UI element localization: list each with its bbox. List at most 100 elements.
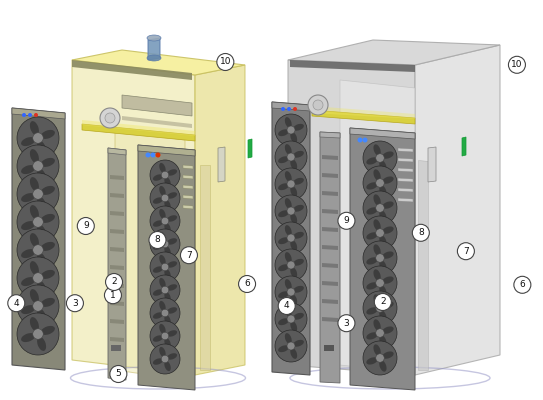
- Circle shape: [161, 171, 169, 179]
- Polygon shape: [200, 165, 210, 370]
- Ellipse shape: [153, 289, 163, 296]
- Ellipse shape: [153, 312, 163, 319]
- Ellipse shape: [285, 279, 292, 290]
- Ellipse shape: [367, 157, 378, 164]
- Polygon shape: [322, 227, 338, 232]
- Ellipse shape: [41, 270, 55, 279]
- Circle shape: [376, 204, 384, 212]
- Text: 10: 10: [219, 58, 231, 66]
- Circle shape: [33, 217, 43, 227]
- Circle shape: [287, 315, 295, 323]
- Ellipse shape: [165, 338, 171, 348]
- Ellipse shape: [293, 232, 304, 239]
- Circle shape: [275, 276, 307, 308]
- Circle shape: [149, 232, 166, 248]
- Ellipse shape: [147, 55, 161, 61]
- Ellipse shape: [367, 282, 378, 290]
- Circle shape: [363, 216, 397, 250]
- Polygon shape: [110, 319, 124, 324]
- Ellipse shape: [159, 301, 166, 311]
- Circle shape: [104, 287, 122, 304]
- Ellipse shape: [37, 309, 46, 323]
- Ellipse shape: [374, 194, 381, 206]
- Circle shape: [17, 313, 59, 355]
- Text: 5: 5: [116, 370, 121, 378]
- Ellipse shape: [30, 289, 39, 303]
- Circle shape: [363, 341, 397, 375]
- Polygon shape: [138, 145, 195, 390]
- Ellipse shape: [293, 286, 304, 293]
- Ellipse shape: [285, 333, 292, 344]
- Polygon shape: [272, 102, 310, 111]
- Circle shape: [17, 117, 59, 159]
- Polygon shape: [110, 175, 124, 180]
- Circle shape: [281, 107, 285, 111]
- Circle shape: [275, 330, 307, 362]
- Ellipse shape: [374, 319, 381, 331]
- Ellipse shape: [21, 333, 35, 342]
- Circle shape: [275, 141, 307, 173]
- Polygon shape: [398, 188, 413, 192]
- Ellipse shape: [21, 221, 35, 230]
- Ellipse shape: [379, 335, 387, 347]
- Ellipse shape: [278, 291, 289, 298]
- Ellipse shape: [285, 171, 292, 182]
- Ellipse shape: [167, 284, 177, 291]
- Ellipse shape: [278, 345, 289, 352]
- Polygon shape: [398, 148, 413, 152]
- Text: 10: 10: [511, 60, 523, 69]
- Text: 3: 3: [344, 319, 349, 328]
- Ellipse shape: [153, 243, 163, 250]
- Bar: [111, 345, 121, 351]
- Ellipse shape: [21, 165, 35, 174]
- Circle shape: [275, 303, 307, 335]
- Ellipse shape: [374, 144, 381, 156]
- Circle shape: [17, 173, 59, 215]
- Text: 8: 8: [418, 228, 424, 237]
- Ellipse shape: [379, 260, 387, 272]
- Ellipse shape: [285, 225, 292, 236]
- Polygon shape: [320, 132, 340, 138]
- Ellipse shape: [37, 253, 46, 267]
- Text: 6: 6: [520, 280, 525, 289]
- Polygon shape: [398, 168, 413, 172]
- Polygon shape: [322, 191, 338, 196]
- Ellipse shape: [379, 285, 387, 297]
- Text: 7: 7: [186, 251, 192, 260]
- Circle shape: [161, 309, 169, 317]
- Circle shape: [275, 222, 307, 254]
- Ellipse shape: [367, 357, 378, 364]
- Ellipse shape: [159, 324, 166, 334]
- Polygon shape: [322, 281, 338, 286]
- Circle shape: [287, 153, 295, 161]
- Ellipse shape: [367, 182, 378, 190]
- Ellipse shape: [153, 220, 163, 227]
- Circle shape: [363, 241, 397, 275]
- Circle shape: [146, 152, 150, 158]
- Ellipse shape: [278, 183, 289, 190]
- Ellipse shape: [167, 192, 177, 199]
- Circle shape: [28, 113, 32, 117]
- Ellipse shape: [21, 137, 35, 146]
- Ellipse shape: [293, 124, 304, 131]
- Polygon shape: [110, 283, 124, 288]
- Polygon shape: [195, 65, 245, 375]
- Ellipse shape: [291, 186, 297, 197]
- Circle shape: [150, 275, 180, 305]
- Circle shape: [33, 273, 43, 283]
- Circle shape: [508, 56, 526, 73]
- Ellipse shape: [379, 235, 387, 247]
- Circle shape: [161, 332, 169, 340]
- Ellipse shape: [285, 117, 292, 128]
- Ellipse shape: [278, 318, 289, 325]
- Ellipse shape: [37, 281, 46, 295]
- Ellipse shape: [159, 347, 166, 357]
- Polygon shape: [108, 148, 126, 155]
- Circle shape: [161, 217, 169, 225]
- Ellipse shape: [293, 178, 304, 185]
- Ellipse shape: [382, 352, 394, 359]
- Polygon shape: [398, 158, 413, 162]
- Ellipse shape: [285, 144, 292, 155]
- Circle shape: [376, 279, 384, 287]
- Circle shape: [308, 95, 328, 115]
